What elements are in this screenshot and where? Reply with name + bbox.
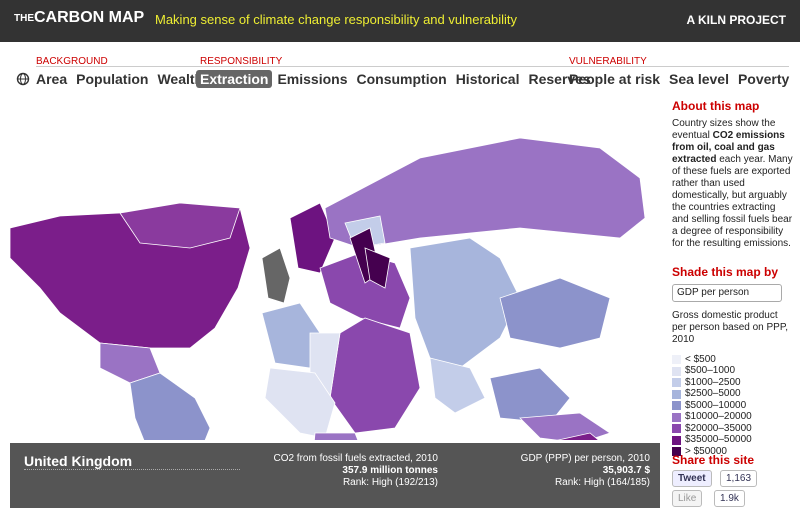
legend-item: > $50000: [672, 446, 794, 458]
divider: [24, 469, 240, 470]
nav-group-label: VULNERABILITY: [569, 56, 647, 67]
nav-item[interactable]: Area: [36, 71, 68, 87]
metric2-rank: Rank: High (164/185): [554, 477, 650, 488]
tweet-count: 1,163: [720, 470, 758, 487]
nav-underline: [36, 66, 204, 67]
detail-panel: United Kingdom CO2 from fossil fuels ext…: [10, 443, 660, 508]
metric1: CO2 from fossil fuels extracted, 2010 35…: [273, 453, 438, 489]
nav-group-label: RESPONSIBILITY: [200, 56, 283, 67]
metric2-label: GDP (PPP) per person, 2010: [520, 453, 650, 464]
legend-swatch: [672, 355, 681, 365]
metric1-value: 357.9 million tonnes: [342, 465, 438, 476]
nav-item[interactable]: Historical: [455, 71, 520, 87]
shade-title: Shade this map by: [672, 265, 779, 279]
legend-swatch: [672, 378, 681, 388]
legend-label: $20000–35000: [685, 422, 752, 434]
about-run: each year. Many of these fuels are expor…: [672, 154, 793, 249]
legend-item: $5000–10000: [672, 400, 794, 412]
legend-item: < $500: [672, 354, 794, 366]
about-title: About this map: [672, 99, 760, 113]
sidebar: About this map Country sizes show the ev…: [672, 100, 794, 458]
about-run: CO2 emissions from oil, coal and gas ext…: [672, 130, 785, 165]
legend-item: $1000–2500: [672, 377, 794, 389]
legend-swatch: [672, 366, 681, 376]
legend-label: $2500–5000: [685, 388, 741, 400]
legend-label: $35000–50000: [685, 434, 752, 446]
metric2-value: 35,903.7 $: [602, 465, 650, 476]
legend-swatch: [672, 447, 681, 457]
nav-item[interactable]: People at risk: [569, 71, 661, 87]
about-text: Country sizes show the eventual CO2 emis…: [672, 118, 794, 250]
nav-item[interactable]: Population: [76, 71, 149, 87]
nav-underline: [569, 66, 790, 67]
tagline: Making sense of climate change responsib…: [155, 12, 518, 27]
nav-item[interactable]: Sea level: [669, 71, 729, 87]
tweet-button[interactable]: Tweet: [672, 470, 712, 487]
nav-item[interactable]: Wealth: [157, 71, 204, 87]
cartogram: [9, 137, 646, 440]
shade-select[interactable]: GDP per person: [672, 284, 782, 302]
brand: CARBON MAP: [34, 9, 145, 26]
legend-label: > $50000: [685, 445, 727, 457]
nav-group-label: BACKGROUND: [36, 56, 108, 67]
header-bar: THE CARBON MAP Making sense of climate c…: [0, 0, 800, 42]
legend-swatch: [672, 435, 681, 445]
legend-item: $2500–5000: [672, 388, 794, 401]
legend-swatch: [672, 389, 681, 399]
about-run: Country sizes show the eventual: [672, 118, 776, 141]
legend-label: $5000–10000: [685, 399, 747, 411]
legend-swatch: [672, 412, 681, 422]
brand-prefix: THE: [14, 13, 34, 24]
country-name: United Kingdom: [24, 453, 133, 469]
share-title: Share this site: [672, 453, 755, 467]
credit: A KILN PROJECT: [686, 13, 786, 27]
legend-label: < $500: [685, 353, 716, 365]
nav-item[interactable]: Extraction: [196, 70, 273, 88]
nav-item[interactable]: Poverty: [737, 71, 790, 87]
legend: < $500 $500–1000 $1000–2500 $2500–5000 $5000…: [672, 354, 794, 458]
legend-item: $35000–50000: [672, 434, 794, 447]
nav-underline: [200, 66, 591, 67]
legend-item: $500–1000: [672, 365, 794, 378]
legend-item: $20000–35000: [672, 423, 794, 435]
metric1-label: CO2 from fossil fuels extracted, 2010: [273, 453, 438, 464]
legend-item: $10000–20000: [672, 411, 794, 424]
legend-label: $10000–20000: [685, 411, 752, 423]
legend-label: $1000–2500: [685, 376, 741, 388]
legend-swatch: [672, 424, 681, 434]
shade-description: Gross domestic product per person based …: [672, 310, 789, 345]
legend-label: $500–1000: [685, 365, 736, 377]
nav-item[interactable]: Consumption: [356, 71, 447, 87]
nav-item[interactable]: Reserves: [528, 71, 591, 87]
nav-item[interactable]: Emissions: [277, 71, 348, 87]
like-count: 1.9k: [714, 490, 745, 507]
metric2: GDP (PPP) per person, 2010 35,903.7 $ Ra…: [521, 453, 650, 489]
metric1-rank: Rank: High (192/213): [342, 477, 438, 488]
legend-swatch: [672, 401, 681, 411]
like-button[interactable]: Like: [672, 490, 703, 507]
globe-icon: [16, 72, 30, 86]
